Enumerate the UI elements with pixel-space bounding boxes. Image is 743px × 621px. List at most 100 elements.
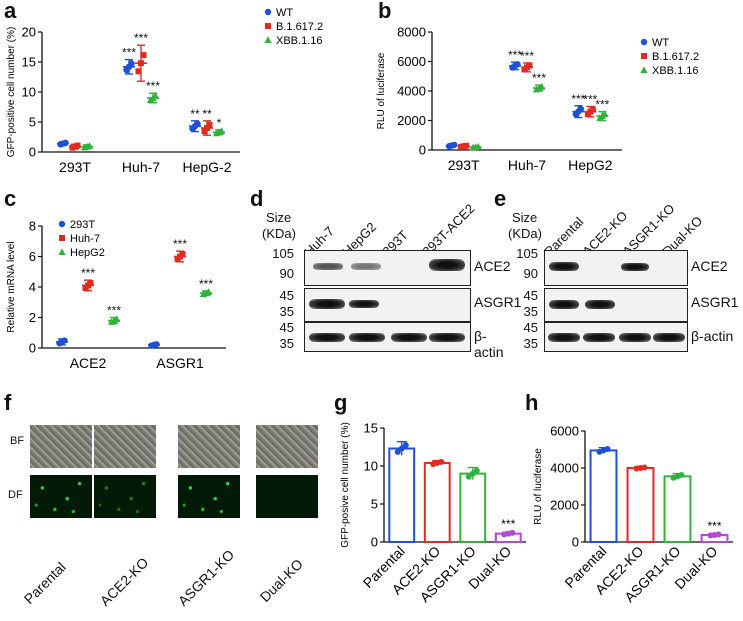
western-blot-d: Size (KDa) Huh-7 HepG2 293T 293T-ACE2 10… [250,188,521,388]
significance-label: *** [122,46,136,60]
data-point [402,442,409,449]
significance-label: *** [107,304,121,318]
y-tick-label: 5 [29,115,36,130]
df-image-ace2-ko [94,475,156,518]
panel-letter-g: g [334,390,348,415]
band [653,333,685,342]
data-point [678,471,685,478]
blot-asgr1 [304,288,471,322]
data-point [112,315,121,323]
mw-marker: 35 [279,336,294,351]
y-tick-label: 0 [371,535,378,550]
x-tick-label: 293T [59,159,91,175]
band [309,299,345,309]
data-point [589,106,596,113]
significance-label: *** [134,31,148,45]
y-tick-label: 4 [29,280,36,295]
y-tick-label: 2000 [397,113,426,128]
mw-marker: 90 [523,266,538,281]
data-point [641,464,648,471]
data-point [128,60,135,67]
data-point [62,139,69,146]
blot-beta-actin [544,322,688,352]
legend-marker [265,23,271,29]
y-tick-label: 0 [29,341,36,356]
y-axis-label: RLU of luciferase [376,52,387,129]
significance-label: *** [146,79,160,93]
legend-marker [264,8,272,16]
band [548,333,580,342]
blot-beta-actin [304,322,471,352]
data-point [87,280,94,287]
y-tick-label: 6000 [550,424,579,439]
chart-a-gfp-positive: 0 5 10 15 20 GFP-positive cell number (%) 293T… [6,7,323,175]
bar [589,449,618,543]
significance-label: ** [202,107,212,121]
mw-marker: 45 [279,320,294,335]
y-tick-label: 20 [22,25,36,40]
band [429,259,465,271]
legend-label: XBB.1.16 [652,65,698,77]
mw-marker: 35 [523,304,538,319]
size-label: Size [512,210,538,225]
significance-label: *** [520,49,534,63]
bar [423,461,451,543]
significance-label: *** [173,237,187,251]
chart-c-relative-mrna: 0 2 4 6 8 Relative mRNA level ACE2 ASGR1 *** *** *… [6,219,226,371]
y-tick-label: 10 [22,85,36,100]
data-point [204,125,210,131]
y-tick-label: 8 [29,219,36,234]
data-point [201,128,208,135]
data-point [473,467,480,474]
data-point [715,531,722,538]
band [309,333,345,342]
significance-label: *** [571,92,585,106]
y-tick-label: 15 [364,421,378,436]
band [349,333,385,342]
legend-label: WT [276,7,293,19]
data-point [204,288,213,296]
df-image-asgr1-ko [178,475,240,518]
data-point [206,121,213,128]
bf-image-ace2-ko [94,425,156,468]
microscopy-panel-f: BF DF Parental ACE2-KO ASGR1-KO Dual-KO [0,395,335,621]
protein-label: ASGR1 [691,294,739,310]
data-point [601,110,609,118]
data-point [450,141,458,149]
legend-label: XBB.1.16 [276,35,322,47]
x-tick-label: Huh-7 [122,159,160,175]
data-point [217,127,226,135]
band [391,333,427,342]
data-point [509,529,516,536]
x-tick-label: Huh-7 [508,157,546,173]
mw-marker: 35 [279,304,294,319]
kda-label: (KDa) [262,226,296,241]
y-tick-label: 5 [371,497,378,512]
significance-label: *** [199,277,213,291]
significance-label: *** [501,517,515,531]
data-point [138,60,144,67]
mw-marker: 45 [279,288,294,303]
column-label: Parental [20,558,69,607]
protein-label: β-actin [474,328,504,360]
data-point [74,142,81,149]
y-tick-label: 8000 [397,25,426,40]
significance-label: *** [81,266,95,280]
legend-label: B.1.617.2 [652,51,699,63]
x-tick-label: HepG2 [568,157,613,173]
y-tick-label: 6000 [397,54,426,69]
x-tick-label: HepG-2 [182,159,231,175]
panel-letter-f: f [4,390,12,415]
y-tick-label: 15 [22,55,36,70]
western-blot-e: Size (KDa) Parental ACE2-KO ASGR1-KO Dua… [494,188,743,388]
y-axis-label: GFP-positive cell number (%) [6,27,17,158]
y-tick-label: 0 [572,535,579,550]
mw-marker: 105 [272,246,294,261]
legend-marker [58,220,66,228]
data-point [438,458,445,465]
x-tick-label: ASGR1 [156,355,204,371]
significance-label: ** [190,107,200,121]
significance-label: *** [595,98,609,112]
row-label-df: DF [8,489,23,501]
